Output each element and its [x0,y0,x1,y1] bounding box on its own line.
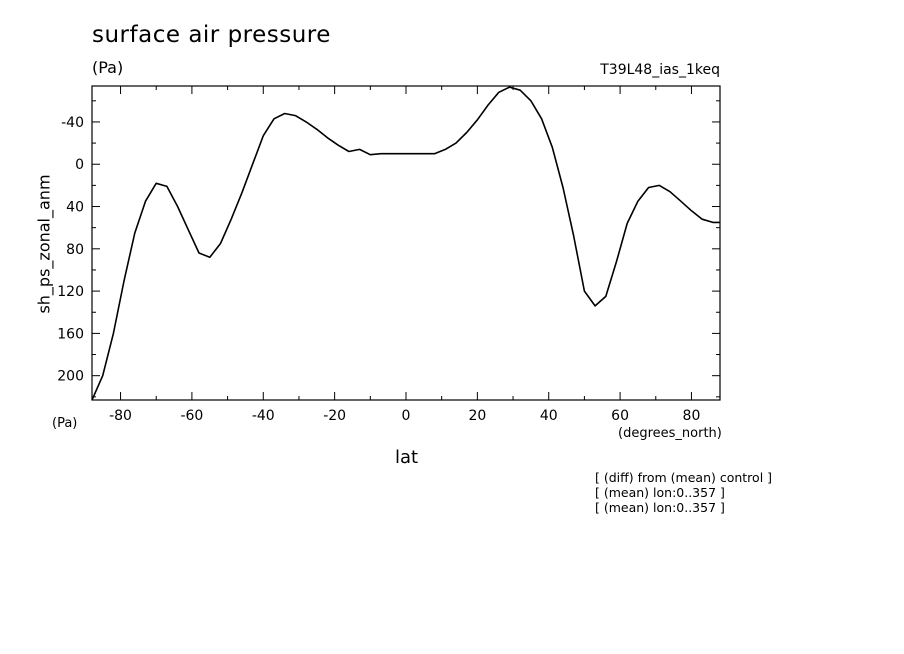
annotation-note: [ (diff) from (mean) control ] [595,470,773,485]
x-tick-label: -60 [180,408,203,424]
y-tick-label: 0 [75,157,84,173]
plot-frame [91,85,721,401]
y-tick-label: 80 [66,242,84,258]
series-line [91,86,720,401]
x-tick-label: 20 [468,408,486,424]
tick-marks [92,86,720,400]
y-tick-label: 200 [57,369,84,385]
y-tick-label: 40 [66,200,84,216]
x-tick-label: 60 [611,408,629,424]
annotation-note: [ (mean) lon:0..357 ] [595,485,725,500]
x-tick-label: -20 [323,408,346,424]
y-tick-label: -40 [61,115,84,131]
chart-title: surface air pressure [92,22,331,48]
run-id-label: T39L48_ias_1keq [600,62,720,78]
x-tick-label: 40 [540,408,558,424]
x-axis-unit: (degrees_north) [618,426,722,441]
y-axis-unit: (Pa) [52,416,78,431]
x-tick-label: -40 [252,408,275,424]
annotation-notes: [ (diff) from (mean) control ] [ (mean) … [595,470,772,515]
chart-units: (Pa) [92,58,124,77]
y-tick-label: 160 [57,326,84,342]
y-tick-label: 120 [57,284,84,300]
x-axis-label: lat [395,447,419,468]
tick-labels: -80 -60 -40 -20 0 20 40 60 80 -40 0 40 80 120 160 200 [57,115,700,424]
x-tick-label: 0 [402,408,411,424]
annotation-note: [ (mean) lon:0..357 ] [595,500,725,515]
x-tick-label: 80 [683,408,701,424]
x-tick-label: -80 [109,408,132,424]
